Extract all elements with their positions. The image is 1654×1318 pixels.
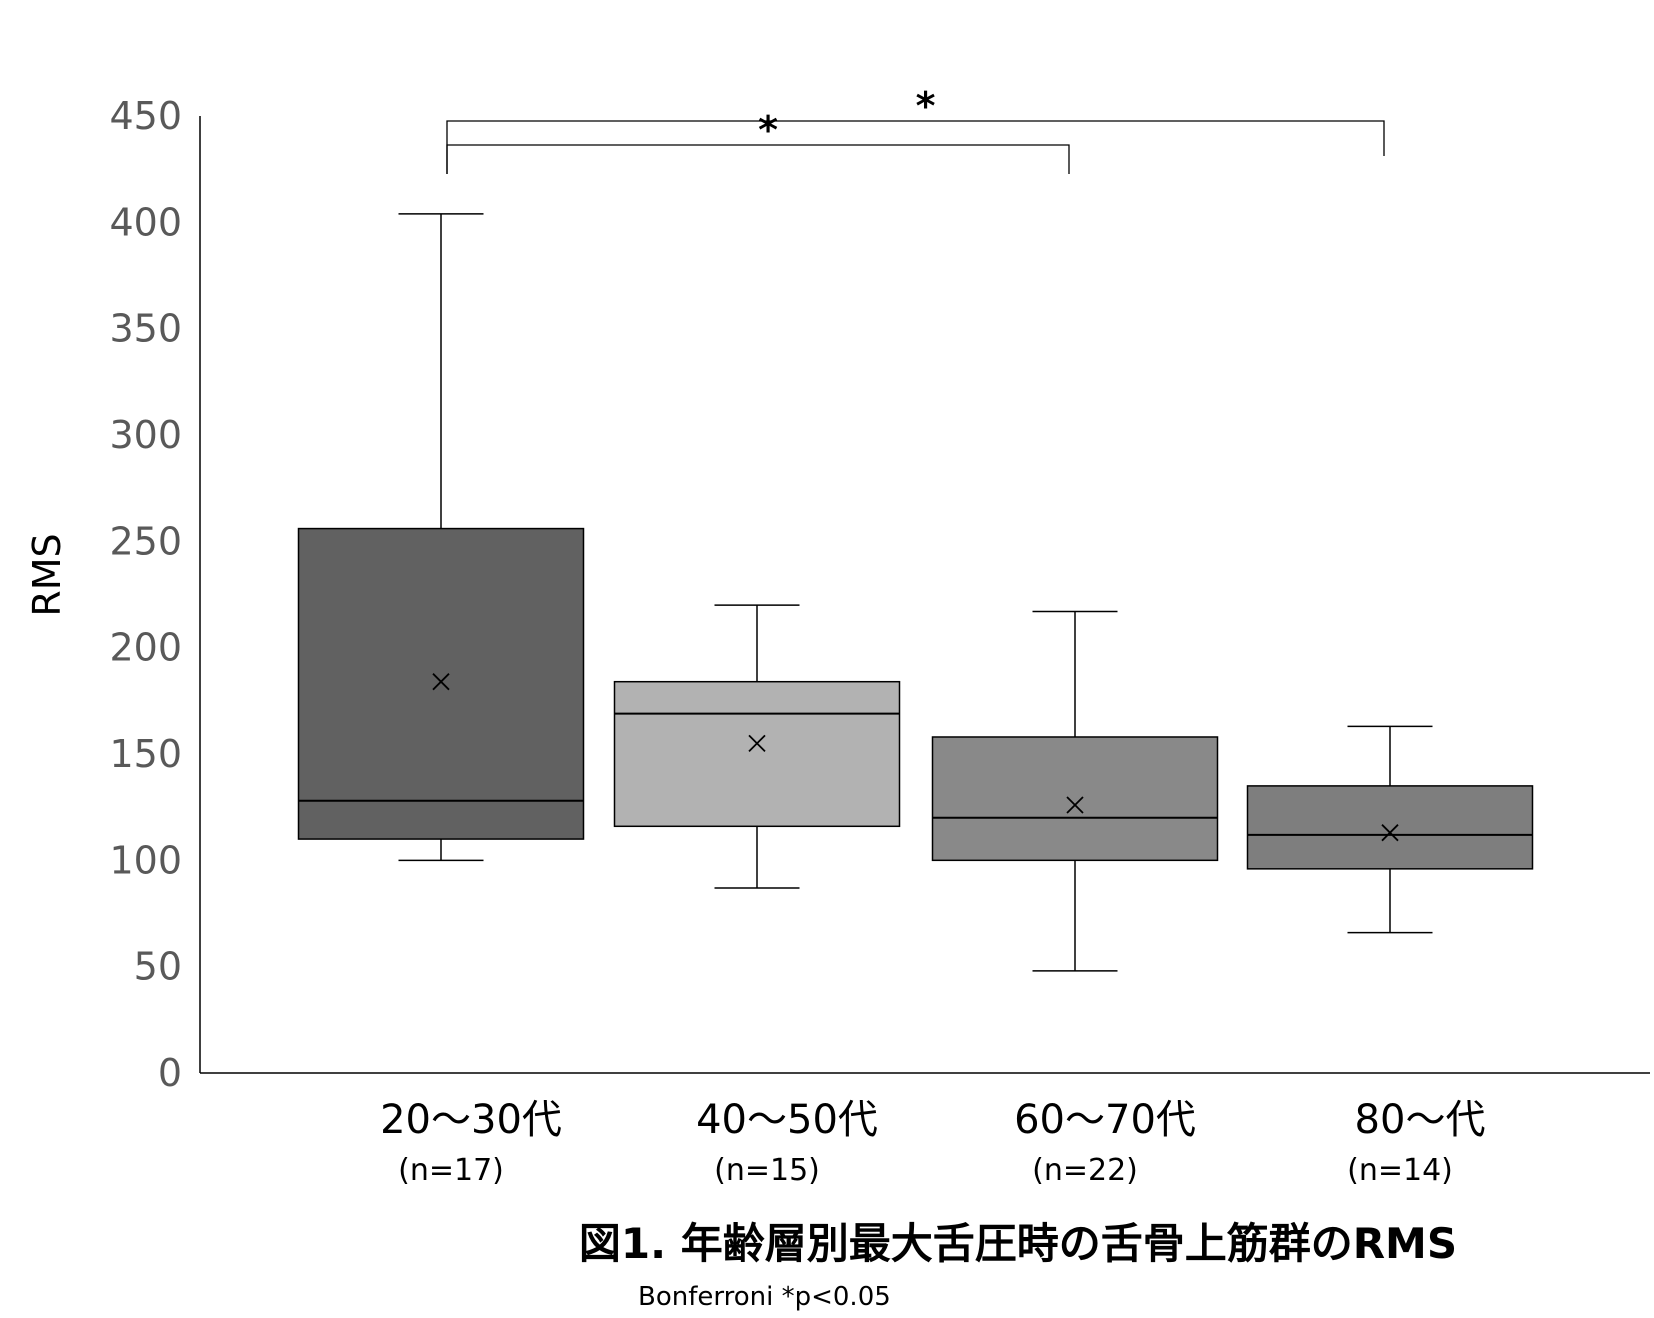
iqr-box — [1246, 785, 1534, 870]
y-tick-label: 200 — [109, 626, 182, 670]
significance-star: * — [758, 108, 778, 152]
axes: 0 50 100 150 200 250 300 350 400 450 20〜30代 (n=17) 4… — [109, 94, 1650, 1188]
y-tick-label: 50 — [134, 945, 182, 989]
y-tick-label: 350 — [109, 307, 182, 351]
significance-brackets: ** — [446, 84, 1385, 174]
mean-marker — [748, 734, 766, 753]
iqr-box — [613, 680, 901, 828]
y-tick-label: 400 — [109, 200, 182, 244]
sample-size-label: (n=22) — [1032, 1153, 1138, 1188]
y-tick-label: 100 — [109, 838, 182, 882]
y-tick-label: 150 — [109, 732, 182, 776]
significance-star: * — [916, 84, 936, 128]
significance-bracket — [446, 120, 1385, 174]
iqr-box — [931, 736, 1219, 862]
statistics-note: Bonferroni *p<0.05 — [638, 1282, 891, 1312]
x-category-label: 60〜70代 — [1014, 1097, 1196, 1143]
iqr-box — [297, 527, 585, 840]
box-series — [297, 213, 1534, 972]
y-axis-label: RMS — [25, 533, 69, 616]
x-category-label: 80〜代 — [1355, 1097, 1486, 1143]
chart-title: 図1. 年齢層別最大舌圧時の舌骨上筋群のRMS — [579, 1219, 1457, 1268]
y-tick-label: 250 — [109, 519, 182, 563]
y-tick-label: 300 — [109, 413, 182, 457]
sample-size-label: (n=14) — [1347, 1153, 1453, 1188]
x-category-label: 40〜50代 — [696, 1097, 878, 1143]
mean-marker — [1381, 824, 1399, 842]
x-category-label: 20〜30代 — [380, 1097, 562, 1143]
sample-size-label: (n=17) — [398, 1153, 504, 1188]
y-tick-label: 450 — [109, 94, 182, 138]
mean-marker — [1066, 796, 1084, 814]
sample-size-label: (n=15) — [714, 1153, 820, 1188]
y-tick-label: 0 — [158, 1051, 182, 1095]
mean-marker — [432, 673, 450, 691]
